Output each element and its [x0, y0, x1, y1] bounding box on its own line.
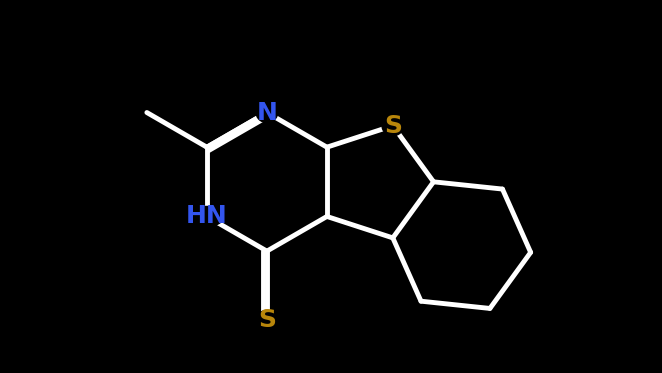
- Text: N: N: [256, 100, 277, 125]
- Text: S: S: [384, 114, 402, 138]
- Ellipse shape: [382, 116, 404, 136]
- Ellipse shape: [256, 103, 277, 122]
- Text: S: S: [258, 308, 276, 332]
- Text: HN: HN: [186, 204, 228, 229]
- Ellipse shape: [256, 310, 277, 330]
- Ellipse shape: [190, 207, 224, 226]
